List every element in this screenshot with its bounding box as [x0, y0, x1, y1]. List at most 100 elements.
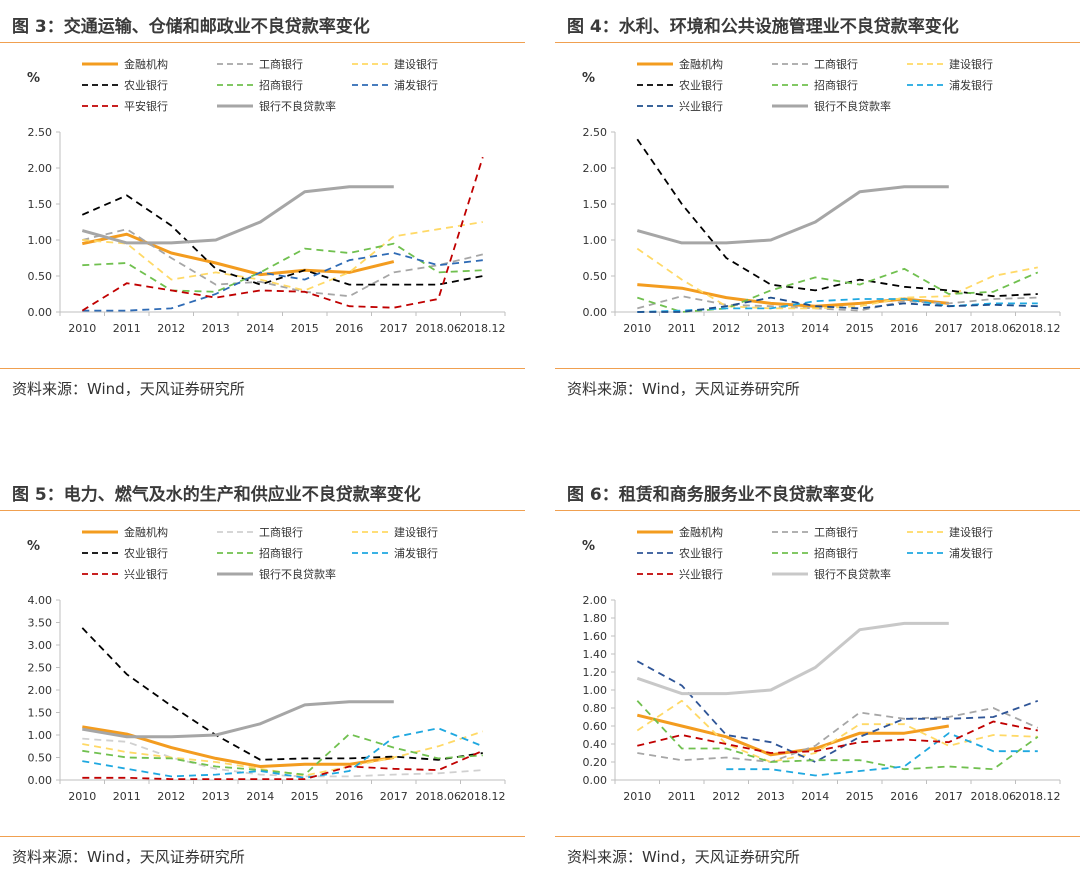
x-tick-label: 2012	[712, 790, 740, 803]
panel-figure-6: 图 6：租赁和商务服务业不良贷款率变化 金融机构 工商银行 建设银行 农业银行 招商银行…	[555, 468, 1080, 888]
x-tick-label: 2011	[113, 322, 141, 335]
legend-label: 金融机构	[124, 57, 168, 71]
series-line	[637, 295, 1038, 312]
x-tick-label: 2016	[890, 790, 918, 803]
legend-label: 金融机构	[679, 525, 723, 539]
source-note: 资料来源：Wind，天风证券研究所	[567, 380, 800, 398]
series-line	[637, 720, 1038, 754]
source-note: 资料来源：Wind，天风证券研究所	[12, 848, 245, 866]
x-tick-label: 2017	[380, 322, 408, 335]
y-tick-label: 2.00	[583, 594, 608, 607]
x-tick-label: 2012	[157, 790, 185, 803]
legend-label: 招商银行	[259, 78, 303, 92]
y-axis-title: %	[582, 539, 595, 554]
y-tick-label: 1.60	[583, 630, 608, 643]
y-tick-label: 1.20	[583, 666, 608, 679]
series-line	[636, 713, 950, 757]
series-line	[636, 660, 1039, 763]
legend-label: 银行不良贷款率	[259, 99, 336, 113]
legend-label: 建设银行	[394, 57, 438, 71]
y-tick-label: 4.00	[28, 594, 53, 607]
y-tick-label: 2.50	[28, 662, 53, 675]
legend-label: 银行不良贷款率	[814, 567, 891, 581]
y-tick-label: 2.50	[583, 126, 608, 139]
x-tick-label: 2015	[846, 322, 874, 335]
y-tick-label: 0.00	[28, 306, 53, 319]
x-tick-label: 2018.06	[971, 790, 1017, 803]
y-tick-label: 1.80	[583, 612, 608, 625]
legend-label: 建设银行	[949, 57, 993, 71]
y-tick-label: 0.50	[583, 270, 608, 283]
x-tick-label: 2010	[623, 322, 651, 335]
y-tick-label: 1.00	[583, 684, 608, 697]
x-tick-label: 2014	[246, 790, 274, 803]
series-line	[636, 699, 1038, 763]
source-note: 资料来源：Wind，天风证券研究所	[12, 380, 245, 398]
legend-label: 工商银行	[814, 525, 858, 539]
x-tick-label: 2013	[757, 790, 785, 803]
legend-label: 浦发银行	[394, 546, 438, 560]
legend-label: 工商银行	[814, 57, 858, 71]
legend-label: 农业银行	[679, 546, 723, 560]
series-line	[636, 621, 949, 696]
legend-label: 工商银行	[259, 525, 303, 539]
x-tick-label: 2016	[890, 322, 918, 335]
y-tick-label: 1.00	[28, 234, 53, 247]
y-tick-label: 0.00	[583, 306, 608, 319]
x-tick-label: 2018.12	[1015, 790, 1061, 803]
x-tick-label: 2018.12	[460, 790, 506, 803]
series-line	[636, 138, 1038, 298]
figure-title: 图 4：水利、环境和公共设施管理业不良贷款率变化	[567, 17, 959, 37]
x-tick-label: 2018.06	[971, 322, 1017, 335]
x-tick-label: 2010	[68, 322, 96, 335]
x-tick-label: 2017	[935, 790, 963, 803]
series-line	[81, 194, 483, 286]
legend-label: 工商银行	[259, 57, 303, 71]
x-tick-label: 2013	[757, 322, 785, 335]
y-axis-title: %	[582, 71, 595, 86]
y-tick-label: 2.50	[28, 126, 53, 139]
panel-figure-3: 图 3：交通运输、仓储和邮政业不良贷款率变化 金融机构 工商银行 建设银行 农业银行 招…	[0, 0, 540, 420]
x-tick-label: 2011	[668, 790, 696, 803]
legend-label: 招商银行	[814, 78, 858, 92]
panel-figure-4: 图 4：水利、环境和公共设施管理业不良贷款率变化 金融机构 工商银行 建设银行 农业银…	[555, 0, 1080, 420]
series-line	[636, 185, 949, 245]
legend-label: 平安银行	[124, 99, 168, 113]
series-line	[82, 733, 483, 776]
x-tick-label: 2011	[668, 322, 696, 335]
figure-title: 图 5：电力、燃气及水的生产和供应业不良贷款率变化	[12, 485, 421, 505]
figure-title: 图 6：租赁和商务服务业不良贷款率变化	[567, 485, 874, 505]
x-tick-label: 2018.12	[1015, 322, 1061, 335]
x-tick-label: 2018.12	[460, 322, 506, 335]
bottom-divider	[0, 368, 525, 369]
x-tick-label: 2014	[801, 322, 829, 335]
y-tick-label: 0.00	[583, 774, 608, 787]
x-tick-label: 2015	[291, 322, 319, 335]
x-tick-label: 2017	[935, 322, 963, 335]
legend-label: 招商银行	[259, 546, 303, 560]
x-tick-label: 2016	[335, 790, 363, 803]
y-tick-label: 0.20	[583, 756, 608, 769]
series-line	[81, 232, 395, 277]
y-tick-label: 2.00	[583, 162, 608, 175]
source-note: 资料来源：Wind，天风证券研究所	[567, 848, 800, 866]
x-tick-label: 2012	[712, 322, 740, 335]
figure-title: 图 3：交通运输、仓储和邮政业不良贷款率变化	[12, 17, 370, 37]
legend-label: 金融机构	[124, 525, 168, 539]
y-tick-label: 3.00	[28, 639, 53, 652]
x-tick-label: 2018.06	[416, 790, 462, 803]
legend-label: 浦发银行	[949, 78, 993, 92]
y-tick-label: 3.50	[28, 617, 53, 630]
y-tick-label: 0.80	[583, 702, 608, 715]
legend-label: 金融机构	[679, 57, 723, 71]
x-tick-label: 2010	[68, 790, 96, 803]
legend-label: 招商银行	[814, 546, 858, 560]
y-tick-label: 1.40	[583, 648, 608, 661]
x-tick-label: 2014	[801, 790, 829, 803]
legend-label: 兴业银行	[124, 567, 168, 581]
x-tick-label: 2011	[113, 790, 141, 803]
legend-label: 建设银行	[394, 525, 438, 539]
series-line	[81, 627, 483, 761]
x-tick-label: 2015	[291, 790, 319, 803]
